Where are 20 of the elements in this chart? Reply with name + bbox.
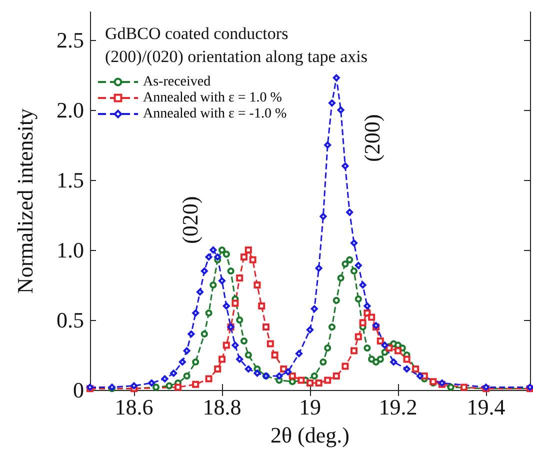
annotation: (020)	[178, 196, 202, 244]
text: (200)/(020) orientation along tape axis	[105, 47, 368, 66]
legend-label: As-received	[143, 74, 211, 90]
legend-label: Annealed with ε = -1.0 %	[143, 106, 287, 122]
y-tick-label: 2.0	[56, 98, 84, 122]
x-tick-label: 19	[299, 394, 321, 420]
x-tick-label: 18.6	[114, 394, 154, 420]
y-tick-label: 0.5	[56, 308, 84, 332]
x-tick-label: 19.2	[378, 394, 418, 420]
x-tick-label: 18.8	[202, 394, 242, 420]
x-tick-label: 19.4	[466, 394, 506, 420]
annotation: (200)	[360, 114, 384, 162]
legend-label: Annealed with ε = 1.0 %	[143, 90, 282, 106]
y-tick-label: 1.0	[56, 238, 84, 262]
x-axis-title: 2θ (deg.)	[270, 422, 350, 448]
y-axis-title: Normalized intensity	[12, 108, 38, 294]
y-tick-label: 0	[73, 378, 84, 402]
y-tick-label: 1.5	[56, 168, 84, 192]
text: GdBCO coated conductors	[105, 24, 288, 43]
y-tick-label: 2.5	[56, 28, 84, 52]
